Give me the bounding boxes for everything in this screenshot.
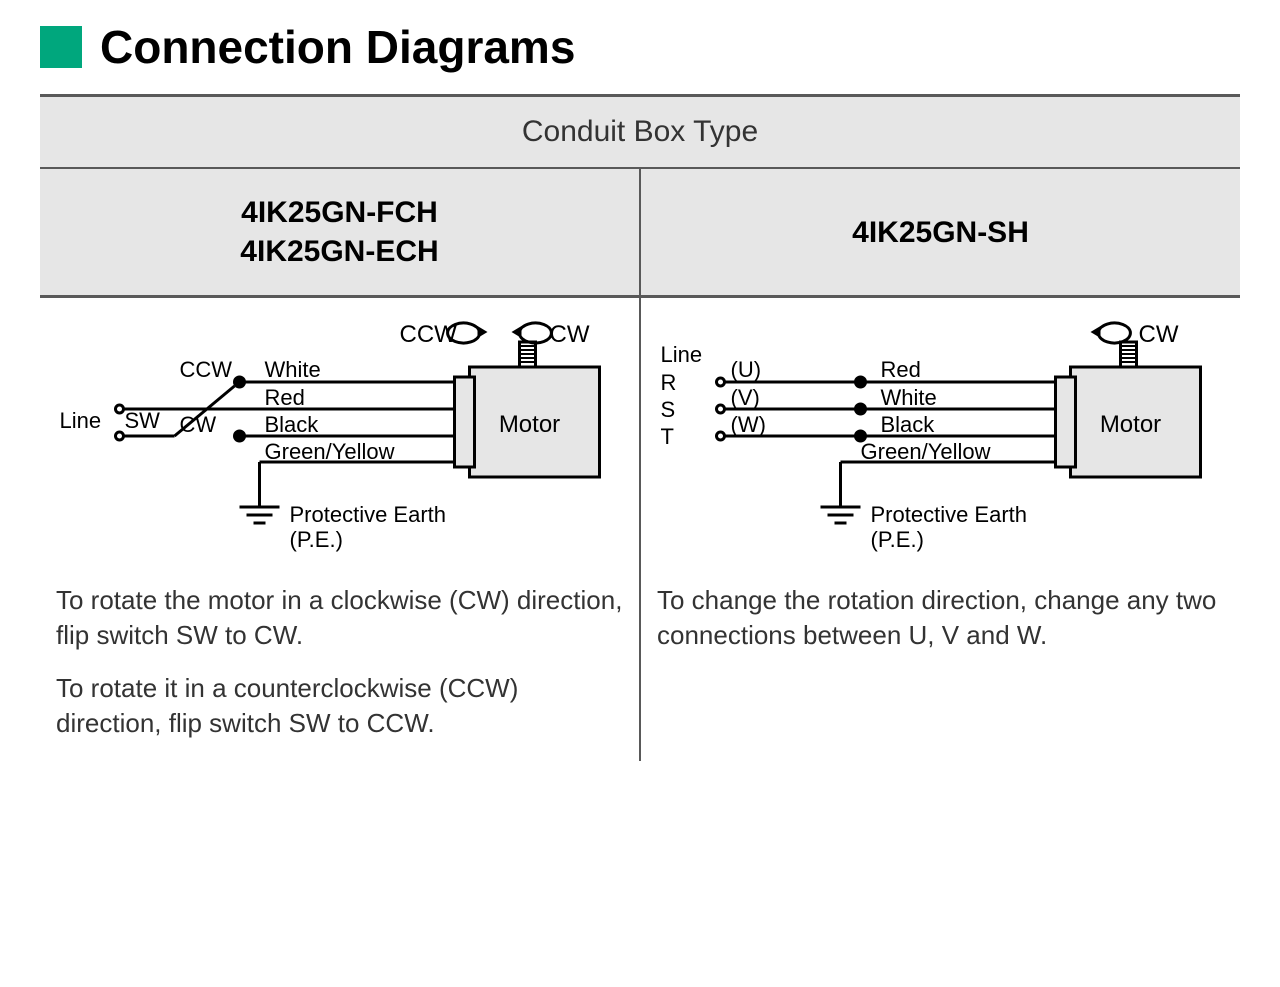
motor-label: Motor [1100, 411, 1161, 438]
wiring-diagram-right: Motor CW [657, 312, 1224, 572]
svg-text:(V): (V) [731, 385, 760, 410]
diagram-row: Motor CCW CW [40, 298, 1240, 761]
wire-labels: CCW White Red Line SW CW Black Green/Yel… [60, 357, 447, 552]
svg-text:Protective Earth: Protective Earth [290, 502, 447, 527]
svg-text:CW: CW [550, 321, 590, 348]
model-name: 4IK25GN-ECH [240, 232, 438, 271]
svg-text:R: R [661, 370, 677, 395]
page-header: Connection Diagrams [40, 20, 1240, 74]
svg-text:Green/Yellow: Green/Yellow [861, 439, 991, 464]
model-row: 4IK25GN-FCH 4IK25GN-ECH 4IK25GN-SH [40, 169, 1240, 298]
model-name: 4IK25GN-SH [852, 213, 1029, 252]
svg-text:CW: CW [180, 412, 217, 437]
model-name: 4IK25GN-FCH [241, 193, 438, 232]
model-cell-right: 4IK25GN-SH [641, 169, 1240, 295]
svg-text:Red: Red [881, 357, 921, 382]
rotation-arrow: CW [1091, 321, 1179, 348]
model-cell-left: 4IK25GN-FCH 4IK25GN-ECH [40, 169, 641, 295]
svg-text:SW: SW [125, 408, 161, 433]
rotation-arrows: CCW CW [400, 321, 590, 348]
svg-text:Protective Earth: Protective Earth [871, 502, 1028, 527]
svg-text:T: T [661, 424, 674, 449]
wire-labels: Line R (U) Red S (V) White T (W) Black G… [661, 342, 1028, 552]
motor-icon: Motor [1056, 342, 1201, 477]
diagram-cell-right: Motor CW [641, 298, 1240, 761]
svg-text:(P.E.): (P.E.) [290, 527, 343, 552]
svg-text:(W): (W) [731, 412, 766, 437]
svg-text:White: White [881, 385, 937, 410]
svg-text:CW: CW [1139, 321, 1179, 348]
svg-text:S: S [661, 397, 676, 422]
accent-square [40, 26, 82, 68]
svg-text:Red: Red [265, 385, 305, 410]
diagram-cell-left: Motor CCW CW [40, 298, 641, 761]
page-title: Connection Diagrams [100, 20, 575, 74]
svg-text:CCW: CCW [180, 357, 233, 382]
svg-text:Line: Line [661, 342, 703, 367]
svg-text:Green/Yellow: Green/Yellow [265, 439, 395, 464]
svg-text:Black: Black [265, 412, 320, 437]
svg-text:(P.E.): (P.E.) [871, 527, 924, 552]
svg-text:White: White [265, 357, 321, 382]
svg-text:Line: Line [60, 408, 102, 433]
diagram-table: Conduit Box Type 4IK25GN-FCH 4IK25GN-ECH… [40, 94, 1240, 761]
svg-text:Black: Black [881, 412, 936, 437]
motor-label: Motor [499, 411, 560, 438]
description-text: To change the rotation direction, change… [657, 583, 1224, 653]
wiring-diagram-left: Motor CCW CW [56, 312, 623, 572]
description-text: To rotate it in a counterclockwise (CCW)… [56, 671, 623, 741]
description-text: To rotate the motor in a clockwise (CW) … [56, 583, 623, 653]
svg-text:(U): (U) [731, 357, 762, 382]
type-header: Conduit Box Type [40, 97, 1240, 169]
motor-icon: Motor [455, 342, 600, 477]
